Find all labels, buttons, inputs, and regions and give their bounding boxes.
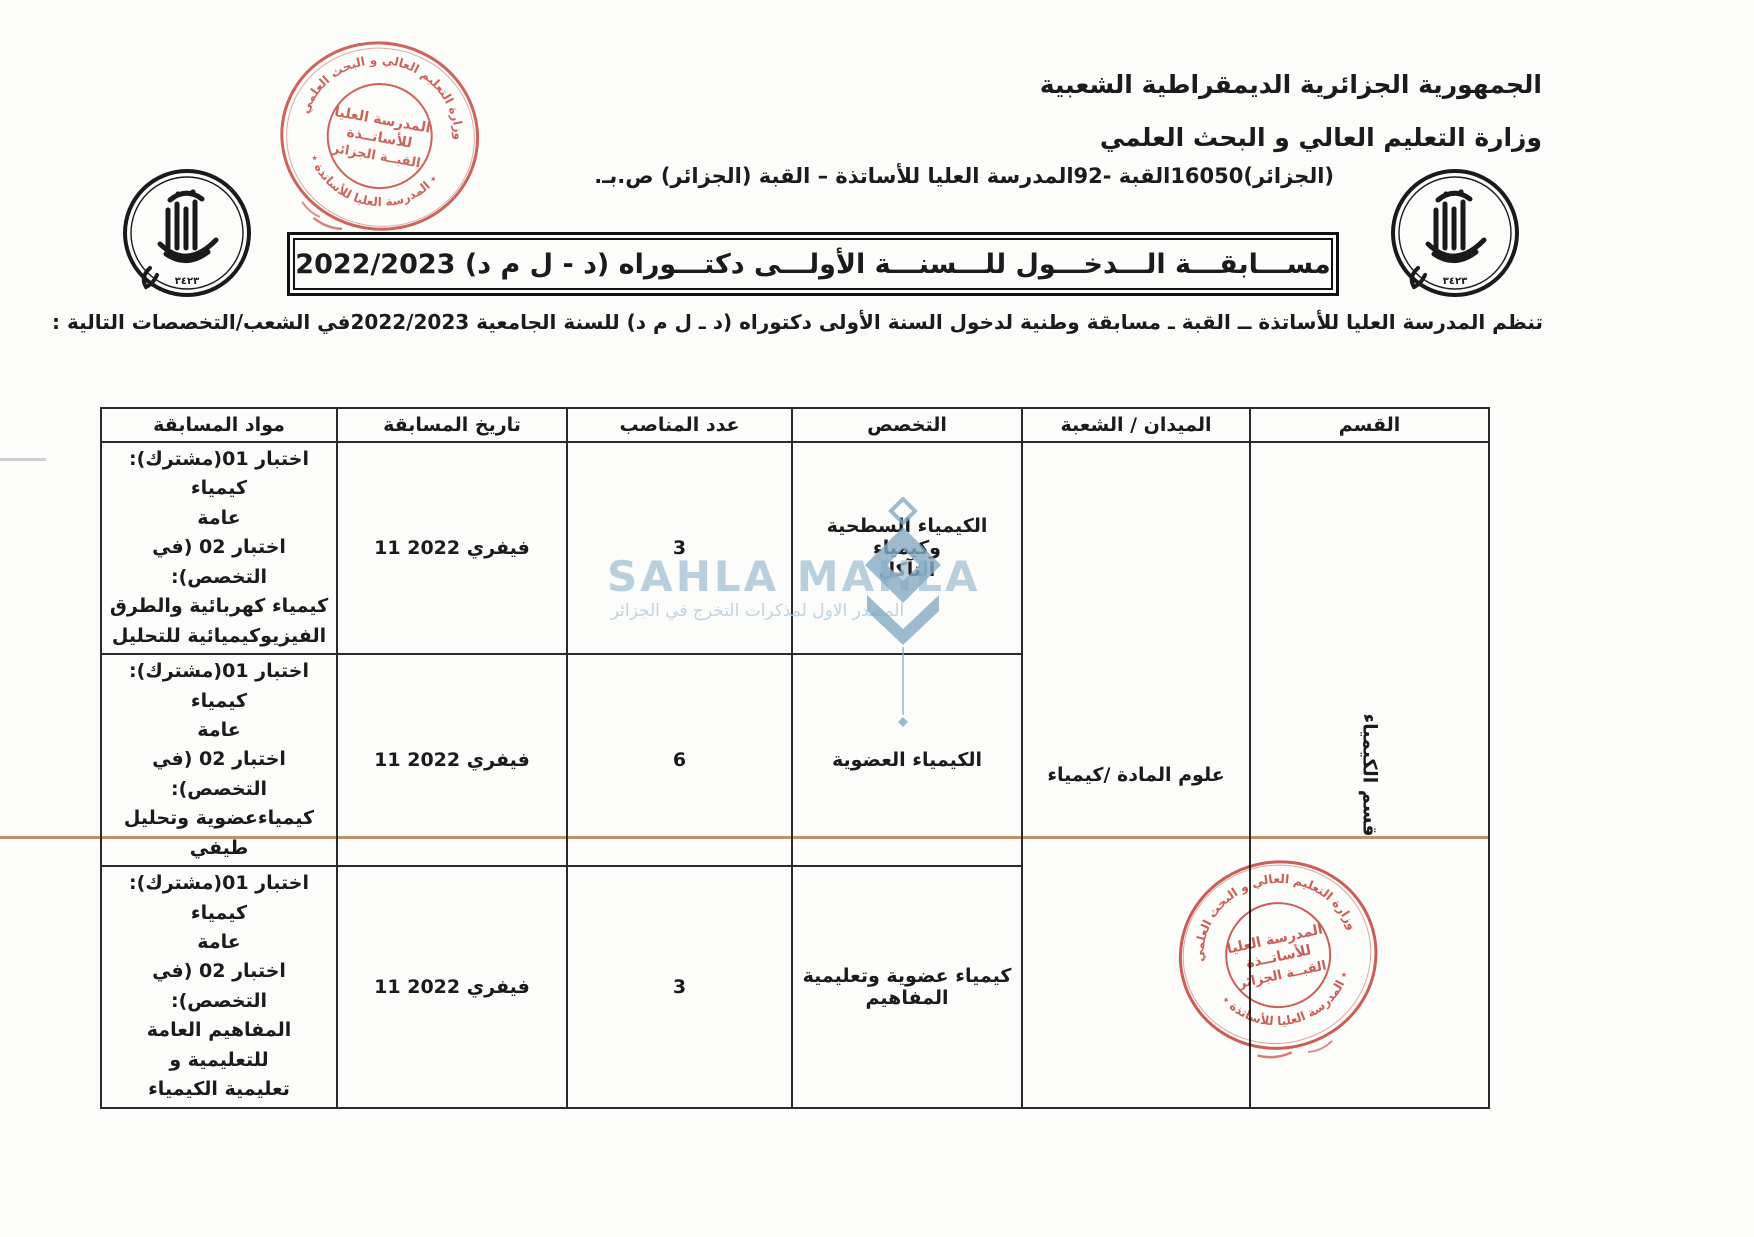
col-header-exam-date: تاريخ المسابقة xyxy=(336,407,568,443)
republic-title: الجمهورية الجزائرية الديمقراطية الشعبية xyxy=(1039,70,1542,99)
announcement-title: مســـابقـــة الـــدخـــول للـــسنـــة ال… xyxy=(295,248,1331,280)
seal-emblem-icon: ٣٤٢٣ xyxy=(123,169,251,297)
scan-artifact-dash xyxy=(0,458,46,461)
exam-subjects-cell: اختبار 01(مشترك): كيمياء عامة اختبار 02 … xyxy=(100,440,338,656)
table-row: كيمياء عضوية وتعليمية المفاهيم 3 11 فيفر… xyxy=(100,865,1489,1109)
svg-text:٣٤٢٣: ٣٤٢٣ xyxy=(175,276,199,287)
announcement-title-box: مســـابقـــة الـــدخـــول للـــسنـــة ال… xyxy=(287,232,1339,296)
field-branch-cell: علوم المادة /كيمياء xyxy=(1021,441,1251,1109)
school-seal-left: ٣٤٢٣ xyxy=(120,166,254,304)
col-header-field-branch: الميدان / الشعبة xyxy=(1021,407,1251,443)
col-header-exam-subjects: مواد المسابقة xyxy=(100,407,338,443)
seal-emblem-icon: ٣٤٢٣ xyxy=(1391,169,1519,297)
red-stamp-bottom: وزارة التعليم العالي و البحث العلمي ٭ ال… xyxy=(1148,830,1410,1087)
col-header-positions: عدد المناصب xyxy=(566,407,793,443)
positions-cell: 3 xyxy=(566,440,793,656)
exam-subjects-cell: اختبار 01(مشترك): كيمياء عامة اختبار 02 … xyxy=(100,865,338,1109)
exam-date-cell: 11 فيفري 2022 xyxy=(336,653,568,868)
svg-text:٣٤٢٣: ٣٤٢٣ xyxy=(1443,276,1467,287)
round-stamp-icon: وزارة التعليم العالي و البحث العلمي ٭ ال… xyxy=(1177,856,1378,1059)
specialty-cell: الكيمياء العضوية xyxy=(791,653,1023,868)
ministry-title: وزارة التعليم العالي و البحث العلمي xyxy=(1099,123,1542,152)
announcement-title-inner-border: مســـابقـــة الـــدخـــول للـــسنـــة ال… xyxy=(293,238,1333,290)
red-stamp-top: وزارة التعليم العالي و البحث العلمي ٭ ال… xyxy=(251,14,507,265)
school-seal-right: ٣٤٢٣ xyxy=(1388,166,1522,304)
department-cell: قسم الكيمياء xyxy=(1249,441,1490,1109)
exam-date-cell: 11 فيفري 2022 xyxy=(336,865,568,1109)
specialty-cell: الكيمياء السطحية وكيمياء التآكل xyxy=(791,440,1023,656)
exam-date-cell: 11 فيفري 2022 xyxy=(336,440,568,656)
table-row: الكيمياء العضوية 6 11 فيفري 2022 اختبار … xyxy=(100,653,1489,868)
exam-specialties-table: القسم الميدان / الشعبة التخصص عدد المناص… xyxy=(100,407,1490,1109)
positions-cell: 6 xyxy=(566,653,793,868)
department-vertical-label: قسم الكيمياء xyxy=(1358,713,1381,837)
school-address-line: (الجزائر)16050القبة -92المدرسة العليا لل… xyxy=(594,164,1334,188)
specialty-cell: كيمياء عضوية وتعليمية المفاهيم xyxy=(791,865,1023,1109)
table-header-row: القسم الميدان / الشعبة التخصص عدد المناص… xyxy=(100,407,1490,443)
positions-cell: 3 xyxy=(566,865,793,1109)
announcement-intro: تنظم المدرسة العليا للأساتذة ــ القبة ـ … xyxy=(52,310,1543,334)
round-stamp-icon: وزارة التعليم العالي و البحث العلمي ٭ ال… xyxy=(280,39,480,231)
exam-subjects-cell: اختبار 01(مشترك): كيمياء عامة اختبار 02 … xyxy=(100,653,338,868)
col-header-department: القسم xyxy=(1249,407,1490,443)
table-row: قسم الكيمياء علوم المادة /كيمياء الكيميا… xyxy=(100,440,1490,1109)
col-header-specialty: التخصص xyxy=(791,407,1023,443)
